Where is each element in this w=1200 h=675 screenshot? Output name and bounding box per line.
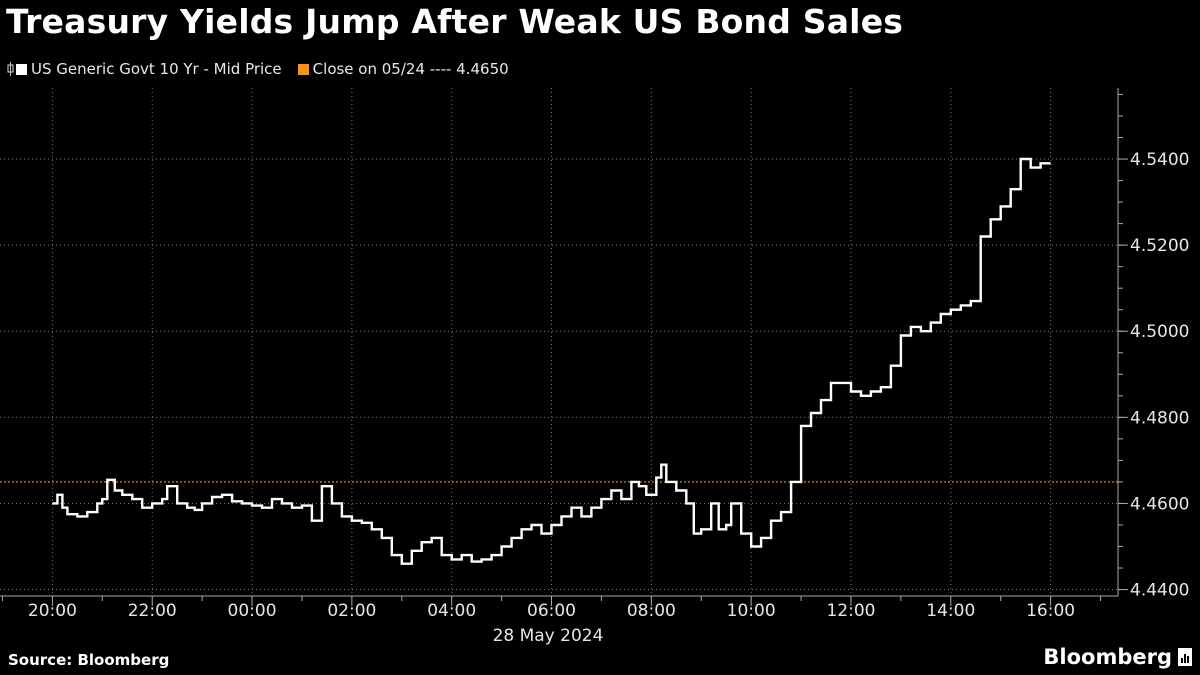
- chart-mark-icon: [1178, 648, 1192, 666]
- bloomberg-logo: Bloomberg: [1043, 645, 1192, 669]
- source-note: Source: Bloomberg: [8, 651, 170, 669]
- y-tick-label: 4.5200: [1130, 236, 1189, 256]
- x-tick-label: 20:00: [28, 601, 77, 621]
- legend-swatch-series: [16, 63, 27, 75]
- legend-label-close: Close on 05/24 ---- 4.4650: [312, 60, 509, 78]
- legend-item-close: Close on 05/24 ---- 4.4650: [294, 60, 509, 78]
- x-tick-label: 00:00: [228, 601, 277, 621]
- x-axis-date-label: 28 May 2024: [493, 626, 604, 646]
- y-tick-label: 4.5000: [1130, 322, 1189, 342]
- x-tick-label: 10:00: [727, 601, 776, 621]
- legend-swatch-close: [297, 63, 309, 75]
- x-tick-label: 06:00: [527, 601, 576, 621]
- x-tick-label: 22:00: [128, 601, 177, 621]
- y-tick-label: 4.4600: [1130, 494, 1189, 514]
- y-tick-label: 4.4400: [1130, 581, 1189, 601]
- x-tick-label: 02:00: [327, 601, 376, 621]
- legend-label-series: US Generic Govt 10 Yr - Mid Price: [31, 60, 282, 78]
- chart-title: Treasury Yields Jump After Weak US Bond …: [6, 2, 904, 41]
- x-axis-ticks: 20:00 22:00 00:00 02:00 04:00 06:00 08:00 10:00…: [1, 596, 1102, 621]
- axes: [0, 88, 1119, 597]
- y-tick-label: 4.4800: [1130, 408, 1189, 428]
- x-tick-label: 04:00: [427, 601, 476, 621]
- x-tick-label: 16:00: [1026, 601, 1075, 621]
- x-tick-label: 12:00: [826, 601, 875, 621]
- legend-item-series: US Generic Govt 10 Yr - Mid Price: [6, 60, 282, 78]
- candlestick-icon: [7, 62, 14, 76]
- x-tick-label: 08:00: [627, 601, 676, 621]
- logo-text: Bloomberg: [1043, 645, 1172, 669]
- series-line-path: [52, 157, 1051, 565]
- series-line: [52, 157, 1051, 565]
- grid-lines: [0, 88, 1118, 596]
- y-tick-label: 4.5400: [1130, 150, 1189, 170]
- legend: US Generic Govt 10 Yr - Mid Price Close …: [6, 60, 521, 78]
- x-tick-label: 14:00: [926, 601, 975, 621]
- y-axis-ticks: 4.4400 4.4600 4.4800 4.5000 4.5200 4.5400: [1118, 93, 1189, 601]
